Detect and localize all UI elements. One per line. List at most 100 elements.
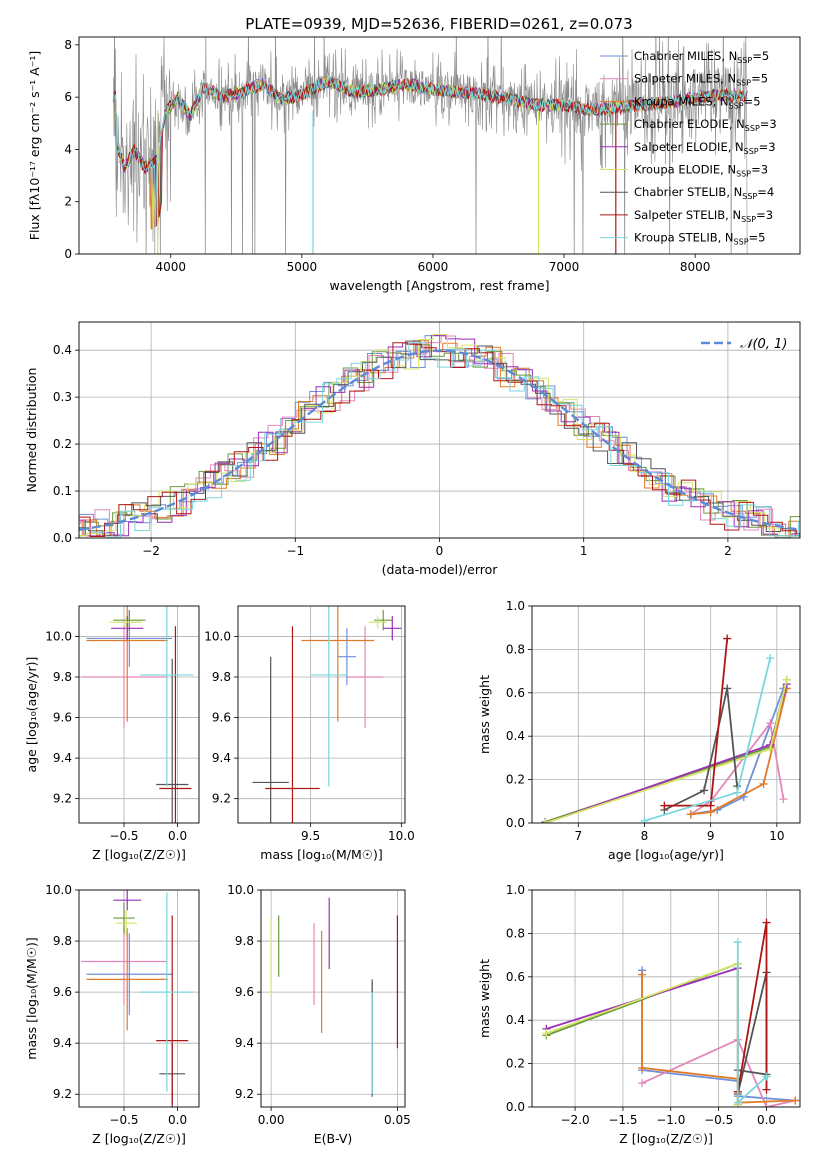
x-tick-label: −2.0 (561, 1113, 590, 1127)
legend-sub: SSP (729, 101, 744, 110)
x-tick-label: 7000 (549, 260, 580, 274)
x-tick-label: 8000 (680, 260, 711, 274)
series-marker (760, 780, 768, 788)
x-tick-label: 10.0 (388, 829, 415, 843)
axes-frame (261, 890, 405, 1107)
series-marker (638, 971, 646, 979)
x-tick-label: 7 (575, 829, 583, 843)
y-tick-label: 0.4 (53, 343, 72, 357)
series-marker (763, 1086, 771, 1094)
errorbar-salpeter-elodie (113, 890, 141, 910)
legend-entry: Kroupa ELODIE, NSSP=3 (634, 163, 768, 179)
legend-nssp: 3 (761, 163, 768, 177)
x-tick-label: 0 (436, 544, 444, 558)
series-salpeter-stelib (734, 919, 771, 1096)
y-tick-label: 9.6 (235, 985, 254, 999)
y-axis-label: Normed distribution (24, 368, 39, 493)
legend-eq: = (744, 94, 754, 108)
legend-sep: , N (720, 72, 736, 86)
legend-nssp: 3 (768, 140, 775, 154)
y-tick-label: 9.8 (53, 934, 72, 948)
errorbar-chabrier-stelib (253, 657, 289, 908)
x-tick-label: 1 (580, 544, 588, 558)
legend-sep: , N (726, 185, 742, 199)
x-tick-label: −2 (142, 544, 160, 558)
legend-name: Salpeter ELODIE (634, 140, 728, 154)
legend-sub: SSP (737, 56, 752, 65)
plot-area-mass_vs_ebv (261, 890, 405, 1107)
legend-name: Kroupa ELODIE (634, 163, 720, 177)
y-tick-label: 0.6 (506, 970, 525, 984)
x-axis-label: (data-model)/error (382, 562, 499, 577)
plot-area-age_vs_Z (79, 559, 199, 950)
y-tick-label: 9.4 (53, 751, 72, 765)
y-tick-label: 9.6 (53, 985, 72, 999)
errorbar-kroupa-elodie (110, 616, 142, 628)
y-axis-label: Flux [fλ10⁻¹⁷ erg cm⁻² s⁻¹ A⁻¹] (27, 51, 42, 240)
y-tick-label: 0.0 (506, 1100, 525, 1114)
errorbar-salpeter-miles (81, 626, 167, 727)
errorbar-kroupa-stelib (311, 563, 347, 786)
y-tick-label: 9.2 (212, 792, 231, 806)
y-axis-label: mass [log₁₀(M/M☉)] (24, 937, 39, 1059)
legend-sep: , N (725, 208, 741, 222)
plot-area-residuals (65, 322, 819, 538)
x-axis-label: mass [log₁₀(M/M☉)] (260, 847, 382, 862)
y-tick-label: 0.8 (506, 926, 525, 940)
y-tick-label: 10.0 (227, 883, 254, 897)
x-tick-label: −1.5 (608, 1113, 637, 1127)
y-tick-label: 0.0 (506, 816, 525, 830)
x-tick-label: 4000 (155, 260, 186, 274)
y-tick-label: 4 (64, 142, 72, 156)
axes-frame (79, 890, 199, 1107)
series-marker (700, 786, 708, 794)
y-tick-label: 9.6 (53, 711, 72, 725)
errorbar-kroupa-miles (87, 928, 168, 1030)
errorbar-chabrier-elodie (374, 610, 392, 630)
x-tick-label: 0.0 (757, 1113, 776, 1127)
series-line (738, 973, 767, 1095)
x-axis-label: age [log₁₀(age/yr)] (608, 847, 724, 862)
errorbar-chabrier-stelib (156, 659, 188, 910)
y-tick-label: 1.0 (506, 599, 525, 613)
legend-name: Kroupa MILES (634, 94, 713, 108)
errorbar-chabrier-elodie (113, 903, 134, 934)
legend-eq: = (759, 140, 769, 154)
legend-eq: = (752, 49, 762, 63)
series-marker (733, 789, 741, 797)
legend-eq: = (751, 163, 761, 177)
legend-entry: Kroupa STELIB, NSSP=5 (634, 231, 766, 247)
errorbar-kroupa-miles (87, 559, 168, 721)
x-tick-label: −0.5 (109, 1113, 138, 1127)
y-tick-label: 0.4 (506, 1013, 525, 1027)
y-tick-label: 9.6 (212, 711, 231, 725)
series-kroupa-stelib (640, 654, 774, 825)
y-tick-label: 9.4 (235, 1036, 254, 1050)
legend-sub: SSP (741, 215, 756, 224)
y-tick-label: 6 (64, 90, 72, 104)
y-tick-label: 9.4 (53, 1036, 72, 1050)
y-tick-label: 10.0 (45, 883, 72, 897)
x-axis-label: wavelength [Angstrom, rest frame] (329, 278, 549, 293)
legend-sep: , N (720, 163, 736, 177)
legend-nssp: 4 (767, 185, 774, 199)
x-tick-label: 6000 (418, 260, 449, 274)
y-tick-label: 0 (64, 247, 72, 261)
y-tick-label: 9.8 (53, 670, 72, 684)
legend-sub: SSP (745, 124, 760, 133)
x-tick-label: 9 (707, 829, 715, 843)
series-marker (791, 1096, 799, 1104)
legend-nssp: 5 (753, 94, 760, 108)
series-line (664, 689, 737, 811)
legend-eq: = (749, 231, 759, 245)
legend-nssp: 3 (769, 117, 776, 131)
x-tick-label: 2 (724, 544, 732, 558)
y-tick-label: 8 (64, 38, 72, 52)
y-tick-label: 9.8 (235, 934, 254, 948)
